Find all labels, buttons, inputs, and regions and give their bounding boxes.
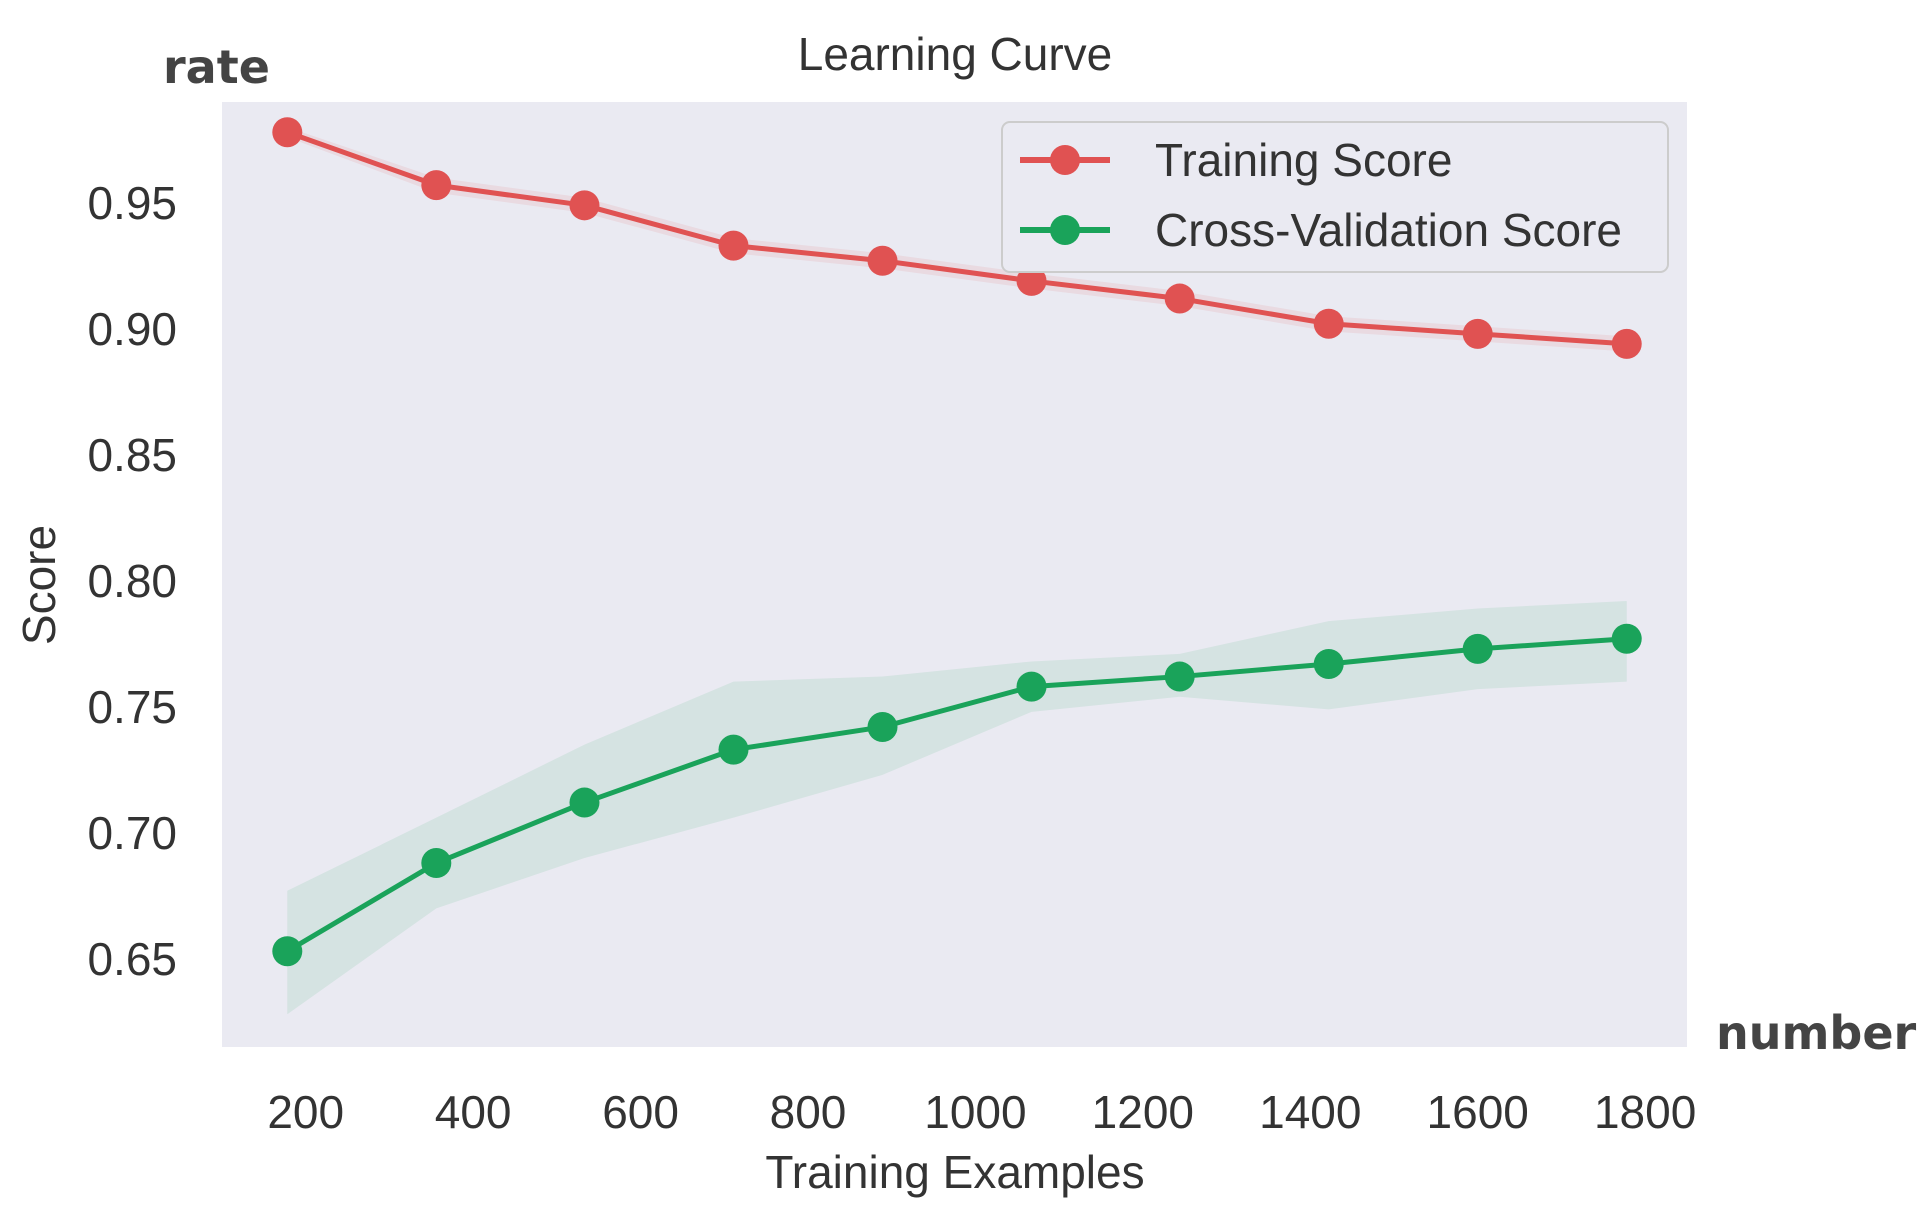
series-line-1 — [286, 636, 1627, 954]
x-tick-label-3: 800 — [770, 1086, 847, 1138]
confidence-bands — [287, 127, 1627, 1015]
corner-label-rate: rate — [163, 40, 270, 94]
data-point-series-1-5 — [1016, 671, 1047, 702]
series-points — [272, 117, 1642, 967]
x-tick-label-4: 1000 — [924, 1086, 1026, 1138]
data-point-series-0-3 — [718, 230, 749, 261]
data-point-series-0-5 — [1016, 265, 1047, 296]
data-point-series-1-4 — [867, 711, 898, 742]
x-axis-title: Training Examples — [765, 1146, 1144, 1198]
y-tick-label-5: 0.90 — [87, 303, 177, 355]
y-tick-label-3: 0.80 — [87, 555, 177, 607]
x-axis-ticks: 200 400 600 800 1000 1200 1400 1600 1800 — [267, 1086, 1696, 1138]
data-point-series-0-4 — [867, 245, 898, 276]
data-point-series-0-7 — [1313, 308, 1344, 339]
legend-training-marker — [1050, 145, 1080, 175]
x-tick-label-8: 1800 — [1594, 1086, 1696, 1138]
series-line-0 — [286, 129, 1627, 347]
data-point-series-1-2 — [569, 787, 600, 818]
x-tick-label-1: 400 — [435, 1086, 512, 1138]
data-point-series-0-1 — [421, 170, 452, 201]
legend-cv-marker — [1050, 215, 1080, 245]
series-band-1 — [287, 600, 1627, 1015]
legend-cv-label: Cross-Validation Score — [1155, 204, 1622, 256]
y-tick-label-6: 0.95 — [87, 177, 177, 229]
data-point-series-1-0 — [272, 936, 303, 967]
legend: Training Score Cross-Validation Score — [1001, 121, 1669, 273]
x-tick-label-0: 200 — [267, 1086, 344, 1138]
y-axis-title: Score — [13, 525, 65, 645]
x-tick-label-6: 1400 — [1259, 1086, 1361, 1138]
y-tick-label-2: 0.75 — [87, 681, 177, 733]
data-point-series-1-9 — [1611, 623, 1642, 654]
corner-label-number: number — [1716, 1006, 1917, 1060]
data-point-series-1-8 — [1462, 633, 1493, 664]
y-tick-label-4: 0.85 — [87, 429, 177, 481]
data-point-series-1-1 — [421, 848, 452, 879]
chart-title: Learning Curve — [798, 28, 1113, 80]
data-point-series-0-9 — [1611, 328, 1642, 359]
data-point-series-1-7 — [1313, 648, 1344, 679]
x-tick-label-5: 1200 — [1092, 1086, 1194, 1138]
data-point-series-0-2 — [569, 190, 600, 221]
legend-training-label: Training Score — [1155, 134, 1452, 186]
y-tick-label-1: 0.70 — [87, 807, 177, 859]
y-axis-ticks: 0.65 0.70 0.75 0.80 0.85 0.90 0.95 — [87, 177, 177, 985]
y-tick-label-0: 0.65 — [87, 933, 177, 985]
data-point-series-0-0 — [272, 117, 303, 148]
data-point-series-1-3 — [718, 734, 749, 765]
legend-box — [1001, 121, 1669, 273]
series-band-0 — [287, 127, 1627, 352]
data-point-series-0-6 — [1164, 283, 1195, 314]
x-tick-label-2: 600 — [602, 1086, 679, 1138]
data-point-series-0-8 — [1462, 318, 1493, 349]
series-lines — [286, 129, 1627, 954]
x-tick-label-7: 1600 — [1427, 1086, 1529, 1138]
data-point-series-1-6 — [1164, 661, 1195, 692]
